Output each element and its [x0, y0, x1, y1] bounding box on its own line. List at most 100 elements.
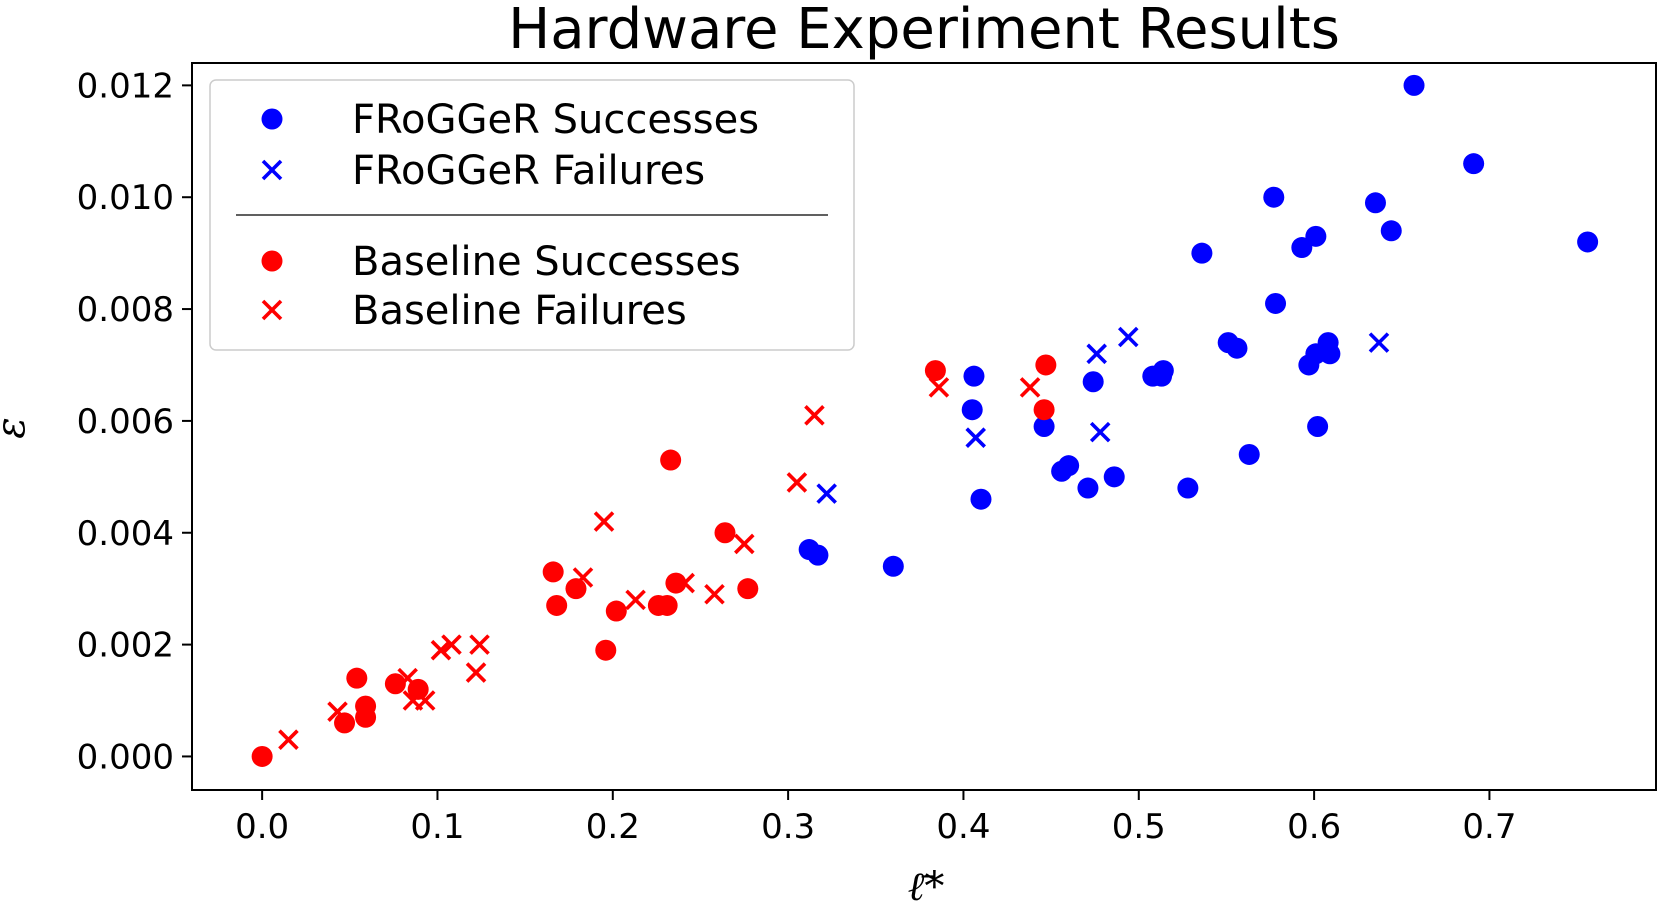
- baseline-successes-point: [660, 449, 682, 471]
- legend-marker-baseline-failures: [261, 299, 283, 321]
- baseline-failures-point: [1019, 377, 1041, 398]
- baseline-failures-point: [397, 667, 418, 689]
- y-tick-label: 0.000: [77, 737, 174, 777]
- frogger-successes-point: [1291, 237, 1313, 259]
- x-axis-label: ℓ̄*: [908, 864, 945, 910]
- legend-entries: FRoGGeR Successes FRoGGeR Failures Baselin…: [261, 97, 759, 334]
- x-tick-label: 0.5: [1112, 807, 1166, 847]
- frogger-successes-point: [807, 544, 829, 566]
- axis-ticks: 0.0 0.1 0.2 0.3 0.4 0.5 0.6 0.7 0.000 0.002 0.004 0…: [77, 66, 1517, 847]
- legend-label-frogger-successes: FRoGGeR Successes: [352, 97, 759, 143]
- baseline-failures-point: [928, 377, 950, 398]
- y-axis-label: ε: [0, 417, 34, 438]
- frogger-failures-point: [1089, 421, 1111, 443]
- baseline-successes-point: [355, 706, 377, 728]
- baseline-successes-point: [1033, 399, 1055, 421]
- frogger-successes-point: [1307, 416, 1329, 437]
- frogger-successes-point: [1305, 225, 1327, 247]
- frogger-successes-point: [1238, 443, 1260, 465]
- frogger-successes-point: [970, 488, 992, 510]
- legend-label-baseline-successes: Baseline Successes: [352, 239, 741, 285]
- baseline-successes-point: [334, 712, 356, 734]
- frogger-successes-point: [1051, 460, 1073, 482]
- x-tick-label: 0.7: [1462, 807, 1516, 847]
- chart-title: Hardware Experiment Results: [508, 0, 1340, 62]
- baseline-failures-point: [593, 511, 615, 532]
- legend-label-frogger-failures: FRoGGeR Failures: [352, 148, 705, 194]
- legend-marker-baseline-successes: [261, 250, 283, 272]
- baseline-failures-point: [469, 634, 490, 655]
- legend-marker-frogger-successes: [261, 108, 283, 130]
- y-tick-label: 0.004: [77, 514, 174, 554]
- y-tick-label: 0.010: [77, 178, 174, 218]
- frogger-successes-point: [1226, 337, 1248, 359]
- baseline-successes-point: [546, 594, 568, 616]
- baseline-failures-point: [430, 639, 452, 661]
- x-tick-label: 0.1: [410, 807, 464, 847]
- baseline-failures-point: [465, 662, 487, 683]
- baseline-failures-point: [327, 701, 348, 722]
- y-axis-label-group: ε: [0, 417, 34, 438]
- frogger-successes-point: [1577, 231, 1599, 253]
- frogger-failures-point: [965, 427, 986, 448]
- legend: FRoGGeR Successes FRoGGeR Failures Baselin…: [209, 79, 855, 351]
- frogger-successes-point: [1033, 416, 1055, 437]
- frogger-failures-point: [1368, 332, 1390, 353]
- baseline-successes-point: [565, 578, 587, 600]
- frogger-successes-point: [1403, 74, 1425, 96]
- baseline-failures-point: [734, 533, 755, 555]
- x-tick-label: 0.0: [235, 807, 289, 847]
- legend-marker-frogger-failures: [261, 159, 283, 181]
- frogger-successes-point: [1077, 477, 1099, 499]
- baseline-failures-point: [278, 729, 299, 750]
- baseline-failures-point: [441, 634, 462, 655]
- frogger-successes-point: [1298, 354, 1320, 376]
- x-tick-label: 0.4: [936, 807, 990, 847]
- frogger-successes-point: [1263, 186, 1285, 208]
- baseline-successes-point: [656, 594, 678, 616]
- legend-label-baseline-failures: Baseline Failures: [352, 288, 687, 334]
- frogger-successes-point: [1151, 365, 1173, 387]
- frogger-successes-point: [963, 365, 985, 387]
- frogger-failures-point: [1086, 343, 1107, 365]
- frogger-successes-point: [1380, 220, 1402, 242]
- data-points: [251, 74, 1599, 767]
- baseline-failures-point: [414, 690, 436, 711]
- frogger-successes-point: [882, 555, 904, 577]
- y-tick-label: 0.012: [77, 66, 174, 106]
- frogger-successes-point: [1364, 192, 1386, 214]
- frogger-failures-point: [816, 483, 837, 504]
- frogger-successes-point: [1177, 477, 1199, 499]
- x-tick-label: 0.2: [586, 807, 640, 847]
- x-tick-label: 0.3: [761, 807, 815, 847]
- baseline-failures-point: [704, 583, 725, 605]
- baseline-successes-point: [346, 667, 368, 689]
- baseline-successes-point: [384, 673, 406, 695]
- baseline-failures-point: [786, 472, 808, 493]
- baseline-successes-point: [605, 600, 627, 622]
- baseline-failures-point: [625, 589, 646, 611]
- y-tick-label: 0.008: [77, 290, 174, 330]
- baseline-successes-point: [542, 561, 564, 583]
- baseline-successes-point: [924, 360, 946, 382]
- frogger-successes-point: [1265, 292, 1287, 314]
- baseline-failures-point: [572, 567, 594, 588]
- baseline-successes-point: [737, 578, 759, 600]
- plot-area-frame: [191, 62, 1657, 791]
- x-tick-label: 0.6: [1287, 807, 1341, 847]
- baseline-successes-point: [251, 745, 273, 767]
- baseline-successes-point: [1035, 354, 1057, 376]
- baseline-successes-point: [714, 522, 736, 544]
- frogger-successes-point: [1191, 242, 1213, 264]
- frogger-successes-point: [1082, 371, 1104, 393]
- y-tick-label: 0.002: [77, 626, 174, 666]
- frogger-successes-point: [1103, 466, 1125, 488]
- frogger-successes-point: [1463, 153, 1485, 175]
- baseline-successes-point: [595, 639, 617, 661]
- frogger-successes-point: [961, 399, 983, 421]
- baseline-failures-point: [674, 572, 695, 594]
- y-tick-label: 0.006: [77, 402, 174, 442]
- frogger-failures-point: [1117, 326, 1139, 348]
- baseline-failures-point: [804, 405, 825, 426]
